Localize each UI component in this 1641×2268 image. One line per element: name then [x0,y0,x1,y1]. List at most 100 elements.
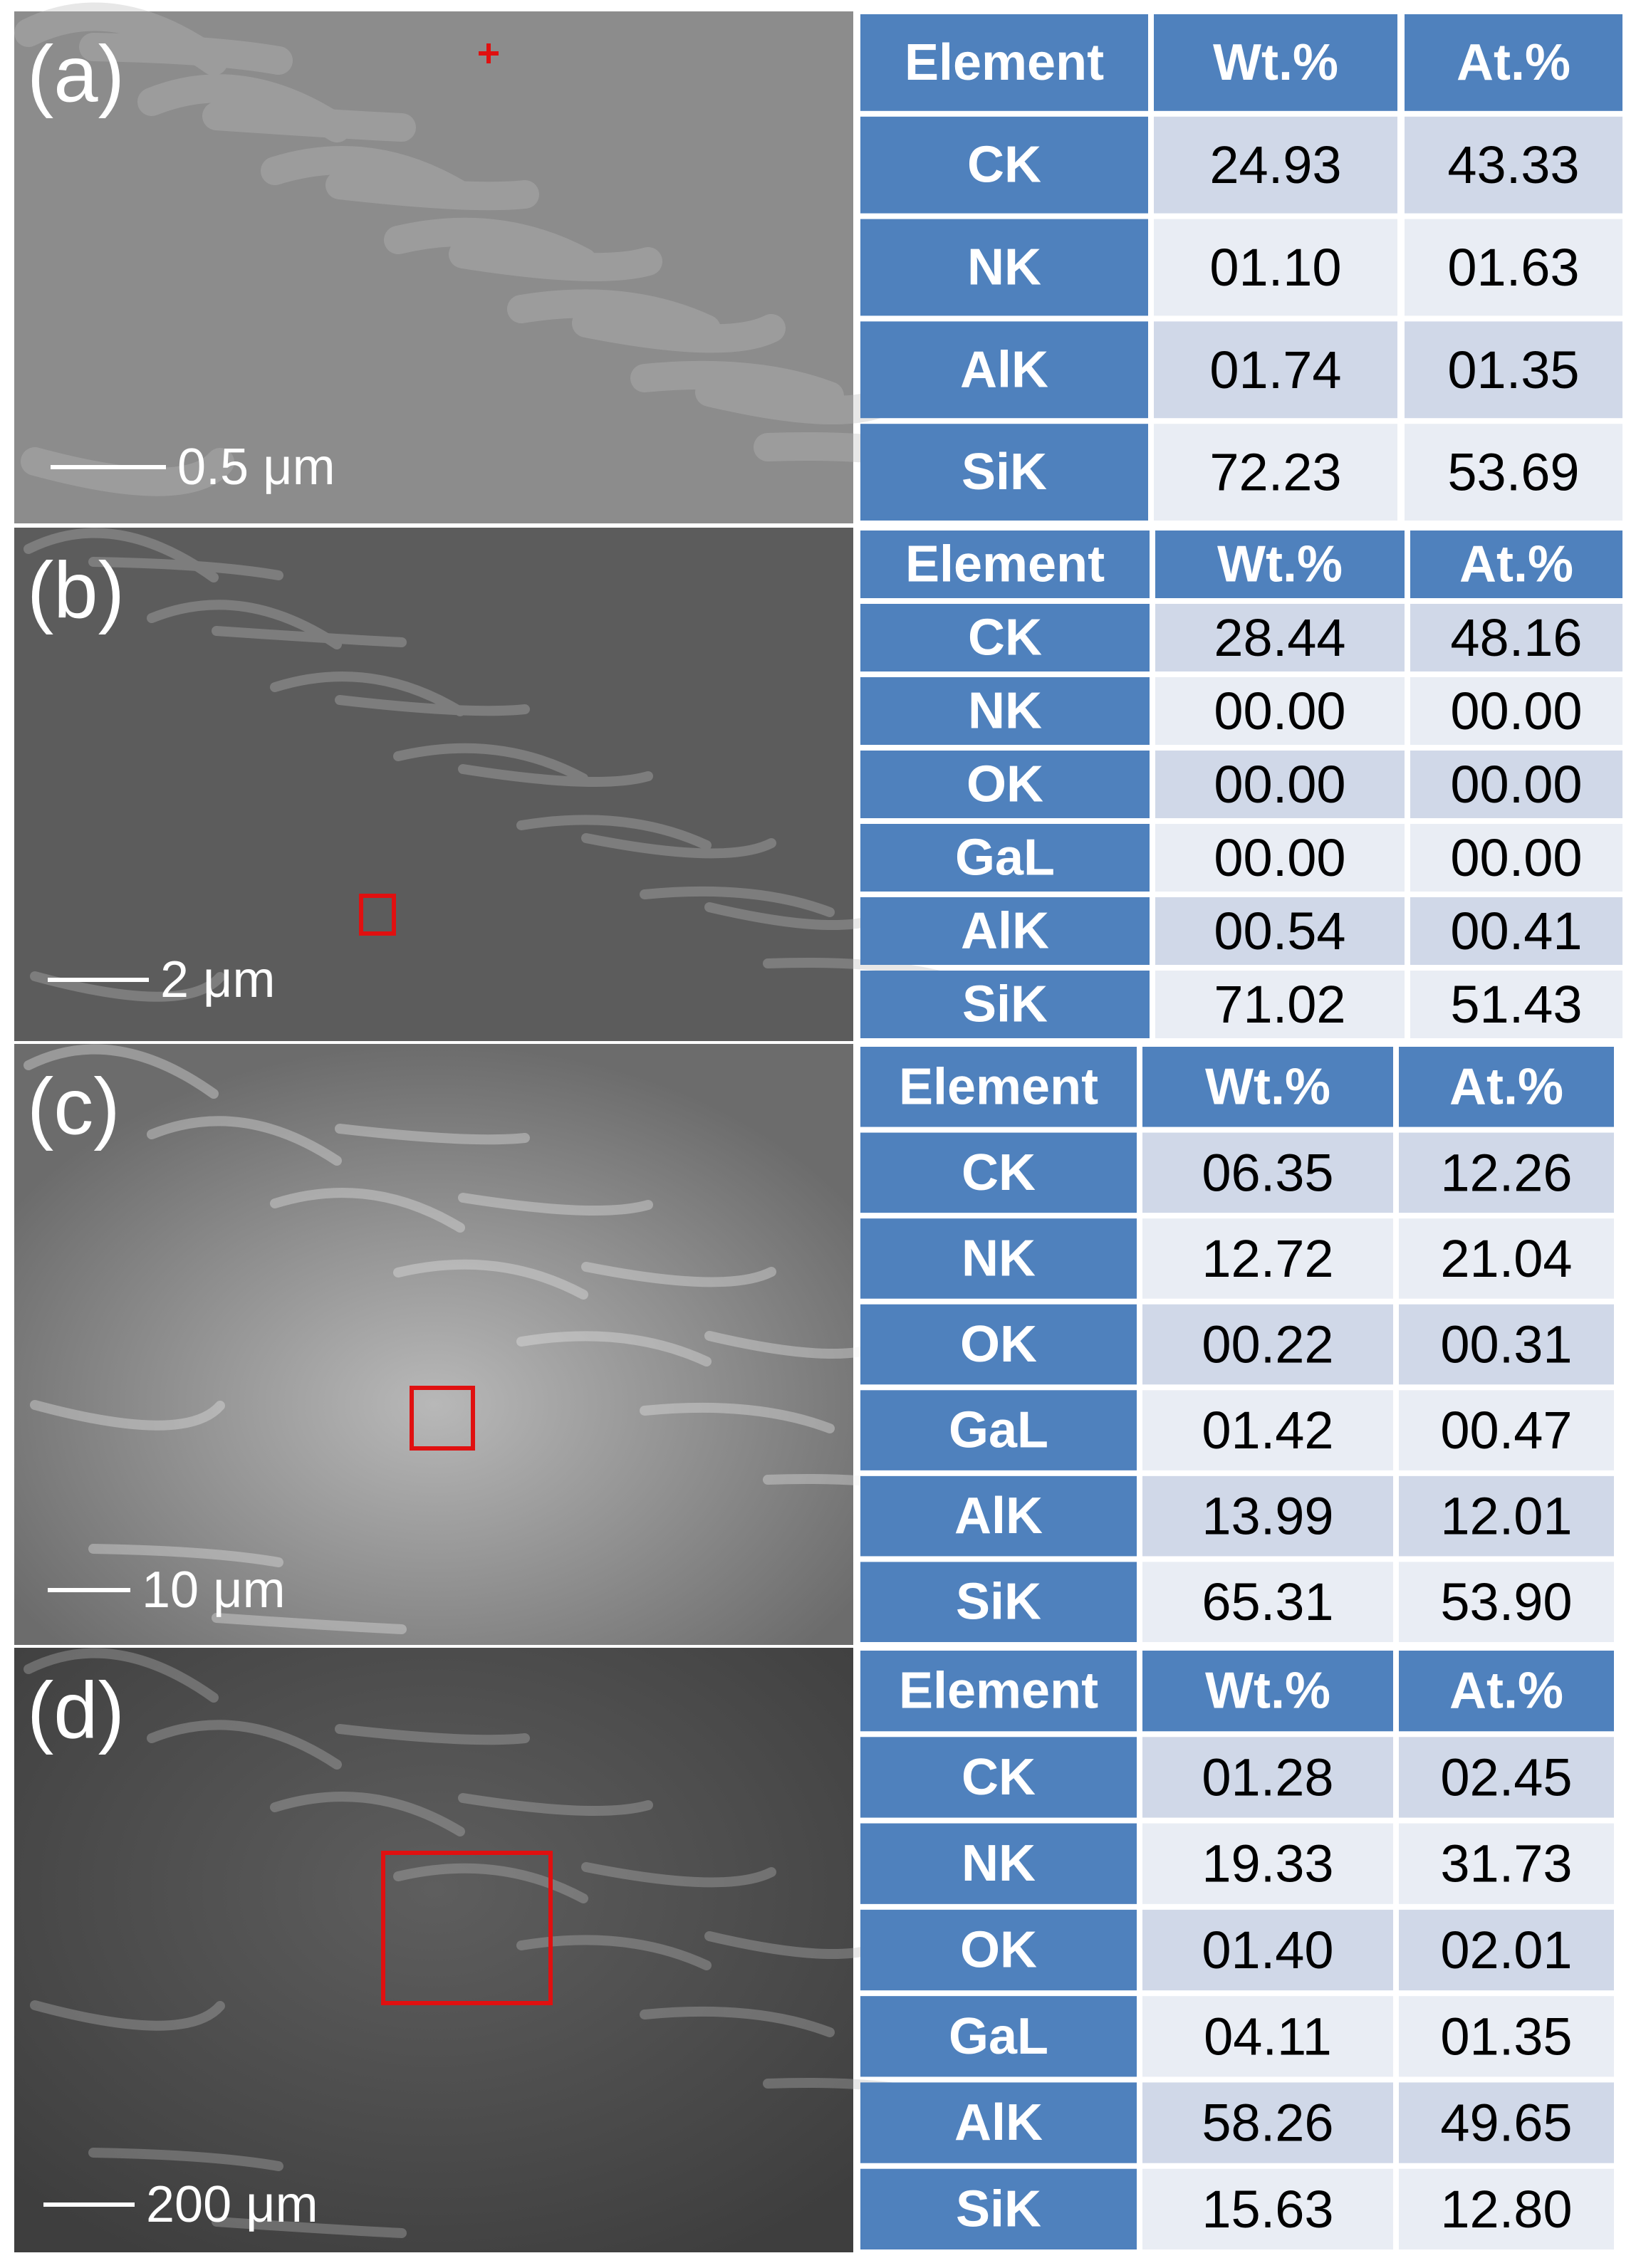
table-cell [1155,751,1405,818]
table-cell [1155,677,1405,745]
table-cell [1399,1475,1614,1557]
texture-stroke [147,600,342,649]
table-cell [1410,971,1622,1038]
cell-text: OK [967,756,1043,813]
table-cell [860,2168,1137,2249]
texture-stroke [79,33,293,75]
table-cell [1399,1909,1614,1991]
table-cell [860,219,1148,316]
texture-stroke [88,557,283,580]
table-cell [1399,1996,1614,2077]
table-cell [860,1390,1137,1470]
texture-stroke [270,671,465,716]
texture-stroke [270,1792,465,1836]
header-cell [860,14,1148,111]
cell-text: 43.33 [1447,135,1579,194]
cell-text: 00.22 [1202,1315,1333,1374]
table-cell [1399,2082,1614,2163]
texture-stroke [581,1862,776,1888]
table-cell [1410,677,1622,745]
texture-stroke [640,2006,835,2037]
texture-stroke [212,626,407,647]
cell-text: 28.44 [1214,608,1345,667]
cell-text: 01.35 [1440,2007,1572,2066]
cell-text: 48.16 [1450,608,1582,667]
panel-label: (c) [27,1062,120,1151]
table-cell [1142,1823,1393,1904]
table-cell [1154,219,1397,316]
cell-text: 65.31 [1202,1572,1333,1631]
header-cell [1154,14,1397,111]
scale-label: 0.5 μm [177,439,335,496]
cell-text: AlK [954,1488,1043,1545]
texture-stroke [384,217,598,276]
cell-text: 01.40 [1202,1921,1333,1980]
texture-stroke [516,1935,712,1970]
cell-text: 19.33 [1202,1834,1333,1893]
header-cell [1155,531,1405,598]
scale-label: 2 μm [160,951,276,1008]
marker [479,43,499,63]
texture-stroke [147,1720,342,1770]
table-cell [1155,604,1405,671]
cell-text: NK [962,1230,1036,1287]
header-cell [1142,1047,1393,1127]
table-cell [1410,824,1622,892]
cell-text: CK [967,137,1041,194]
table-cell [1399,1823,1614,1904]
cell-text: CK [962,1749,1036,1806]
cell-text: 12.26 [1440,1143,1572,1202]
table-cell [1142,1996,1393,2077]
texture-stroke [393,1863,588,1903]
cell-text: SiK [962,444,1047,501]
table-cell [1142,1562,1393,1642]
cell-text: AlK [961,903,1049,960]
texture-stroke [212,2217,407,2238]
table-cell [1142,1737,1393,1818]
header-text: Wt.% [1205,1058,1330,1115]
header-cell [1399,1651,1614,1732]
cell-text: OK [960,1922,1037,1979]
header-cell [860,1047,1137,1127]
cell-text: 01.10 [1209,238,1341,297]
panel-label: (b) [27,546,125,635]
texture-stroke [640,886,835,917]
marker [410,1386,475,1451]
cell-text: GaL [949,1402,1048,1459]
texture-stroke [630,360,844,410]
cell-text: 00.54 [1214,902,1345,961]
cell-text: GaL [955,830,1055,887]
header-text: Element [899,1663,1098,1720]
cell-text: 00.00 [1450,755,1582,814]
texture-stroke [202,102,416,142]
table-cell [860,1218,1137,1299]
cell-text: AlK [960,341,1048,398]
cell-text: AlK [954,2094,1043,2151]
scale-label: 10 μm [142,1562,286,1619]
cell-text: SiK [962,976,1048,1033]
cell-text: 53.90 [1440,1572,1572,1631]
table-cell [860,897,1150,965]
table-cell [860,1562,1137,1642]
cell-text: 00.00 [1214,681,1345,741]
table-cell [1399,1737,1614,1818]
texture-stroke [270,1188,465,1233]
marker [381,1851,553,2005]
cell-text: CK [962,1144,1036,1201]
header-cell [1405,14,1622,111]
header-text: At.% [1449,1058,1563,1115]
cell-text: NK [967,239,1041,296]
cell-text: 00.00 [1214,828,1345,887]
texture-stroke [88,2148,283,2171]
table-cell [1405,424,1622,521]
texture-stroke [212,1613,407,1634]
cell-text: 12.80 [1440,2180,1572,2239]
texture-stroke [507,289,721,343]
image-texture [24,1648,958,2238]
texture-stroke [30,971,225,1002]
table-cell [1142,1304,1393,1385]
cell-text: OK [960,1316,1037,1373]
cell-text: SiK [956,2180,1041,2237]
header-text: At.% [1457,34,1570,91]
